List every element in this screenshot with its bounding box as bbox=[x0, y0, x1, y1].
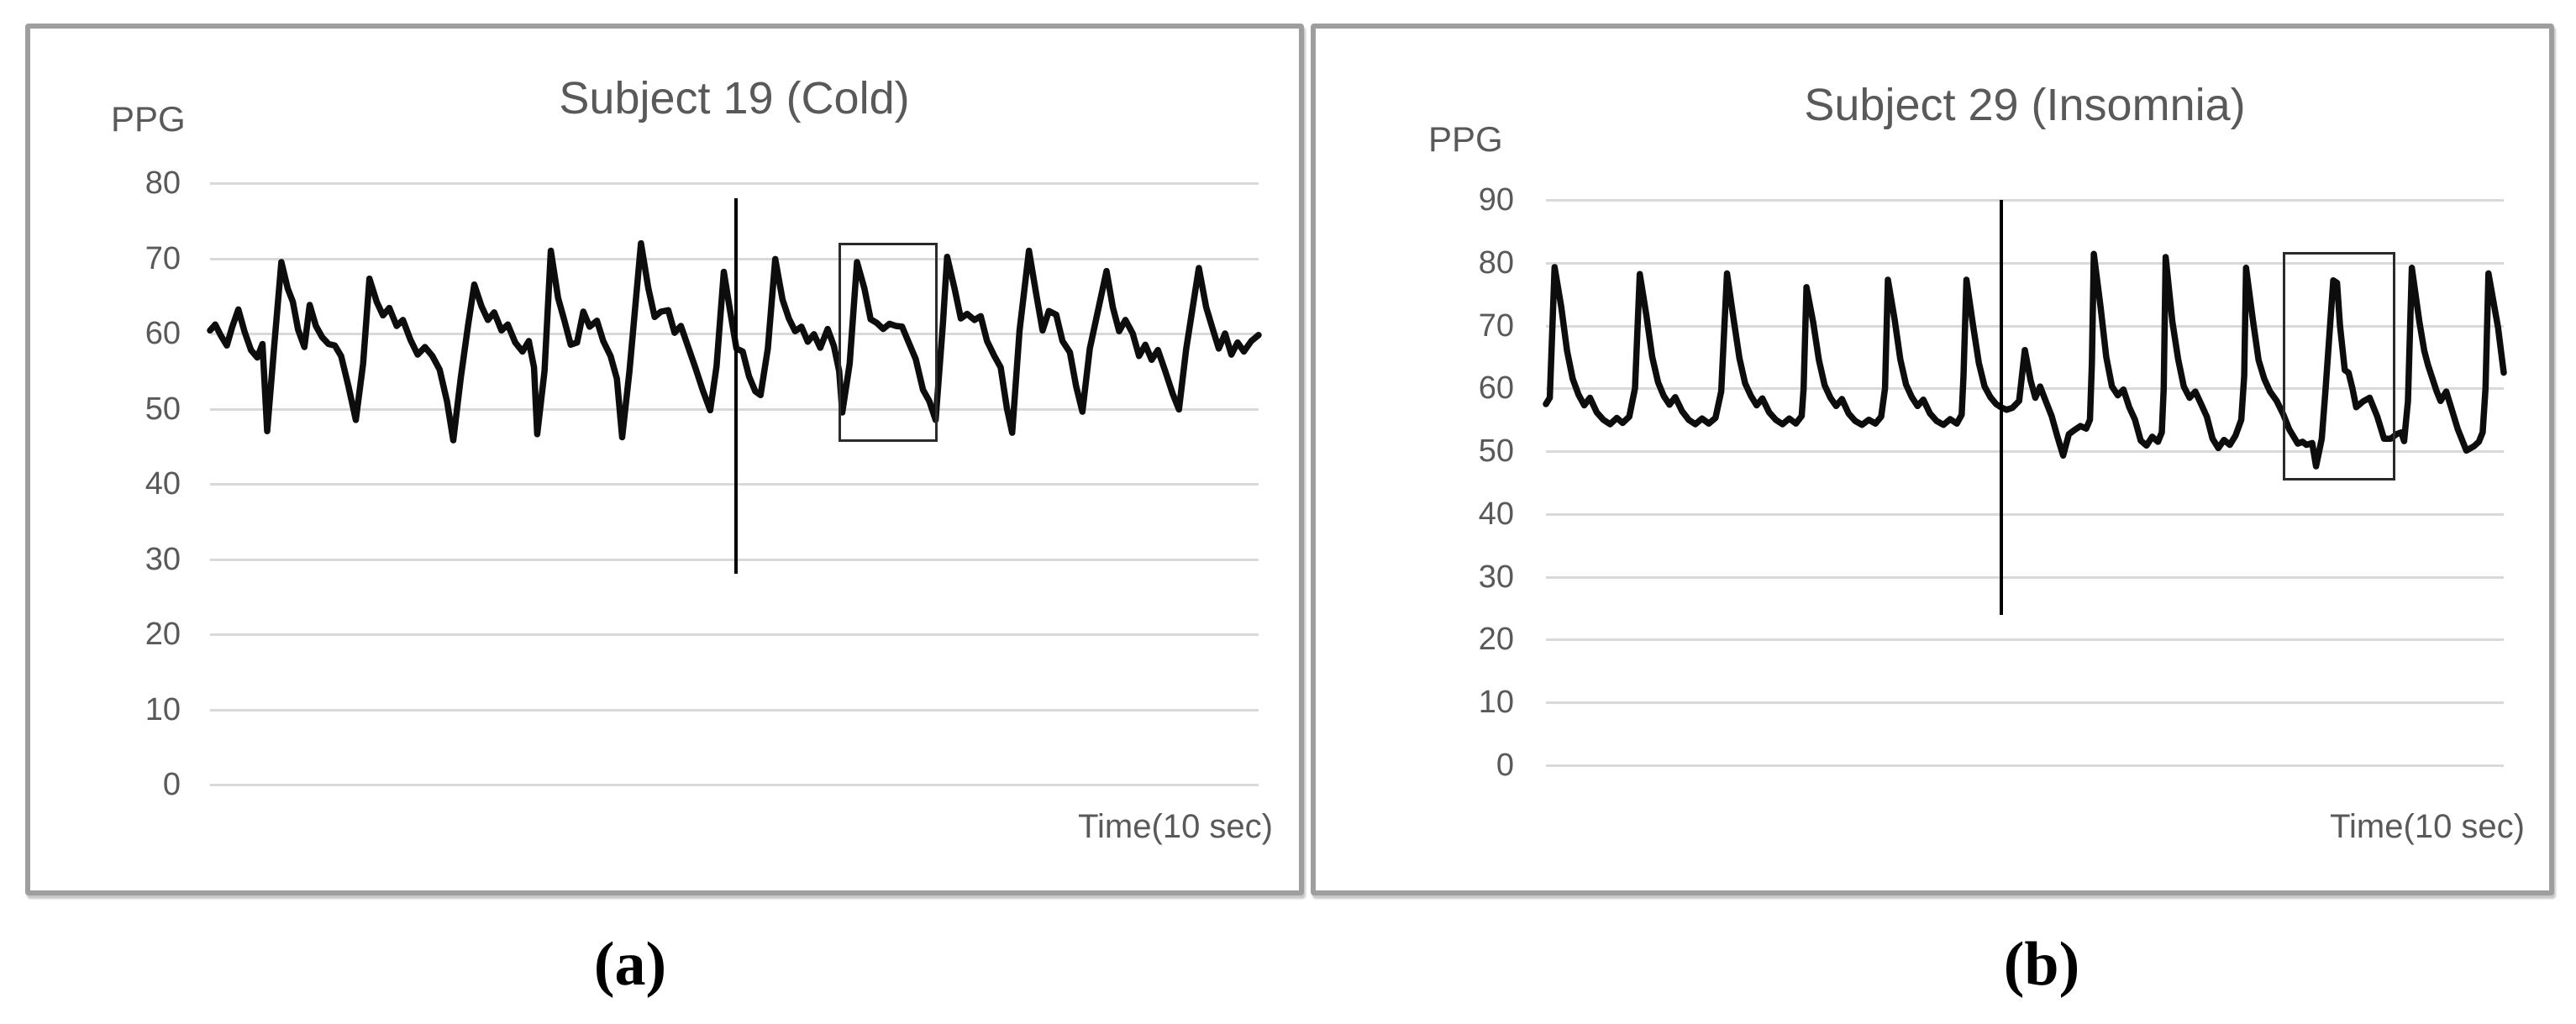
y-tick-label: 60 bbox=[1478, 370, 1514, 407]
y-tick-label: 70 bbox=[1478, 307, 1514, 344]
gridline-y-10 bbox=[1546, 701, 2504, 705]
y-tick-label: 70 bbox=[145, 240, 181, 276]
y-tick-label: 50 bbox=[145, 391, 181, 427]
caption-a: (a) bbox=[593, 930, 667, 999]
gridline-y-40 bbox=[210, 483, 1259, 486]
y-tick-label: 20 bbox=[145, 617, 181, 652]
chart-b-y-axis-label: PPG bbox=[1428, 119, 1503, 159]
chart-b-title: Subject 29 (Insomnia) bbox=[1804, 80, 2246, 130]
chart-a-title: Subject 19 (Cold) bbox=[559, 73, 910, 123]
gridline-y-90 bbox=[1546, 199, 2504, 202]
annotation-box bbox=[838, 242, 938, 442]
y-tick-label: 60 bbox=[145, 316, 181, 351]
gridline-y-20 bbox=[210, 633, 1259, 636]
chart-a-x-axis-label: Time(10 sec) bbox=[1078, 808, 1273, 845]
event-marker-line bbox=[1999, 200, 2003, 615]
chart-b-x-axis-label: Time(10 sec) bbox=[2330, 808, 2525, 845]
gridline-y-80 bbox=[210, 182, 1259, 185]
gridline-y-40 bbox=[1546, 512, 2504, 516]
gridline-y-70 bbox=[1546, 324, 2504, 328]
gridline-y-30 bbox=[210, 558, 1259, 561]
gridline-y-10 bbox=[210, 708, 1259, 712]
y-tick-label: 0 bbox=[1496, 748, 1514, 783]
y-tick-label: 90 bbox=[1478, 182, 1514, 218]
y-tick-label: 0 bbox=[162, 767, 181, 802]
y-tick-label: 10 bbox=[1478, 685, 1514, 721]
chart-a-y-axis-label: PPG bbox=[111, 99, 186, 139]
ppg-waveform-svg bbox=[207, 239, 1262, 444]
annotation-box bbox=[2282, 252, 2396, 481]
ppg-waveform bbox=[1543, 250, 2507, 470]
y-tick-label: 80 bbox=[145, 165, 181, 201]
gridline-y-30 bbox=[1546, 575, 2504, 579]
gridline-y-60 bbox=[1546, 387, 2504, 391]
gridline-y-20 bbox=[1546, 638, 2504, 642]
y-tick-label: 30 bbox=[1478, 559, 1514, 595]
y-tick-label: 40 bbox=[145, 466, 181, 501]
y-tick-label: 50 bbox=[1478, 433, 1514, 470]
gridline-y-0 bbox=[210, 784, 1259, 786]
gridline-y-50 bbox=[1546, 450, 2504, 454]
caption-b: (b) bbox=[2003, 930, 2080, 999]
chart-panel-b bbox=[1311, 24, 2554, 895]
y-tick-label: 10 bbox=[145, 691, 181, 727]
y-tick-label: 30 bbox=[145, 541, 181, 577]
gridline-y-70 bbox=[210, 257, 1259, 260]
event-marker-line bbox=[734, 197, 739, 575]
ppg-waveform bbox=[207, 239, 1262, 444]
gridline-y-50 bbox=[210, 407, 1259, 411]
y-tick-label: 80 bbox=[1478, 244, 1514, 281]
chart-panel-a bbox=[25, 24, 1304, 895]
ppg-waveform-svg bbox=[1543, 250, 2507, 470]
y-tick-label: 20 bbox=[1478, 622, 1514, 658]
gridline-y-0 bbox=[1546, 764, 2504, 767]
y-tick-label: 40 bbox=[1478, 496, 1514, 532]
gridline-y-80 bbox=[1546, 261, 2504, 265]
